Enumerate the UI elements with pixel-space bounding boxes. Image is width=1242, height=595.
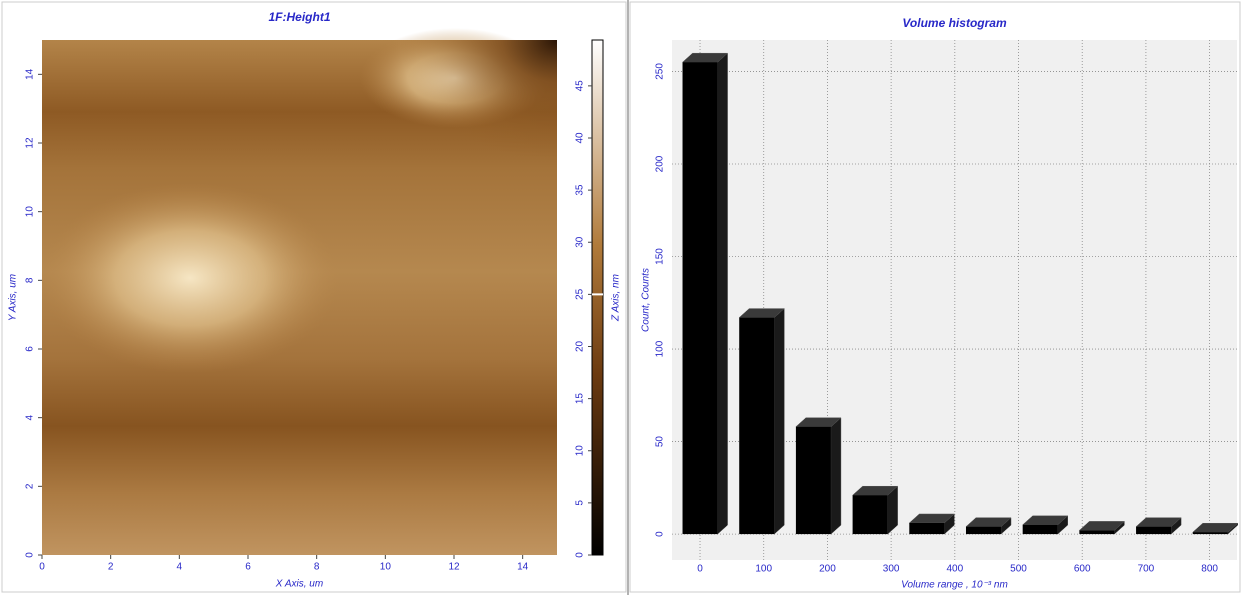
x-tick-label: 200: [819, 564, 836, 575]
y-axis-label: Y Axis, um: [8, 274, 19, 321]
x-tick-label: 0: [39, 562, 45, 573]
x-tick-label: 500: [1010, 564, 1027, 575]
bar: [1136, 526, 1172, 535]
x-tick-label: 700: [1138, 564, 1155, 575]
colorbar-tick-label: 0: [575, 552, 586, 558]
x-tick-label: 0: [697, 564, 703, 575]
y-tick-label: 200: [655, 155, 666, 172]
x-tick-label: 12: [448, 562, 460, 573]
y-tick-label: 8: [25, 277, 36, 283]
x-tick-label: 400: [946, 564, 963, 575]
colorbar-tick-label: 20: [575, 340, 586, 352]
chart-title: 1F:Height1: [268, 10, 330, 24]
y-tick-label: 150: [655, 248, 666, 265]
y-tick-label: 100: [655, 340, 666, 357]
x-tick-label: 800: [1201, 564, 1218, 575]
bar: [795, 426, 831, 535]
colorbar-tick-label: 10: [575, 445, 586, 457]
y-tick-label: 4: [25, 414, 36, 420]
colorbar-tick-label: 45: [575, 80, 586, 92]
colorbar-label: Z Axis, nm: [611, 274, 622, 322]
chart-title: Volume histogram: [902, 16, 1007, 30]
bar: [739, 317, 775, 535]
bar-side: [773, 308, 785, 535]
colorbar-tick-label: 30: [575, 236, 586, 248]
y-tick-label: 250: [655, 63, 666, 80]
colorbar: [591, 39, 604, 556]
x-tick-label: 10: [380, 562, 392, 573]
y-tick-label: 2: [25, 483, 36, 489]
y-axis-label: Count, Counts: [641, 268, 652, 332]
x-axis-label: Volume range , 10⁻³ nm: [901, 580, 1008, 591]
colorbar-tick-label: 40: [575, 132, 586, 144]
colorbar-tick-label: 15: [575, 393, 586, 405]
x-axis-label: X Axis, um: [275, 579, 323, 590]
y-tick-label: 0: [655, 531, 666, 537]
x-tick-label: 6: [245, 562, 251, 573]
bar: [965, 526, 1001, 535]
y-tick-label: 0: [25, 552, 36, 558]
x-tick-label: 2: [108, 562, 114, 573]
x-tick-label: 300: [883, 564, 900, 575]
x-tick-label: 14: [517, 562, 529, 573]
y-tick-label: 14: [25, 68, 36, 80]
bar: [909, 522, 945, 535]
x-tick-label: 4: [177, 562, 183, 573]
y-tick-label: 50: [655, 436, 666, 448]
y-tick-label: 10: [25, 206, 36, 218]
bar: [1022, 524, 1058, 535]
bar-side: [717, 52, 728, 535]
x-tick-label: 600: [1074, 564, 1091, 575]
colorbar-tick-label: 25: [575, 288, 586, 300]
x-tick-label: 100: [755, 564, 772, 575]
x-tick-label: 8: [314, 562, 320, 573]
y-tick-label: 6: [25, 346, 36, 352]
bar: [1192, 532, 1228, 535]
y-tick-label: 12: [25, 137, 36, 149]
colorbar-tick-label: 5: [575, 500, 586, 506]
colorbar-tick-label: 35: [575, 184, 586, 196]
bar: [1079, 530, 1115, 535]
bar: [682, 62, 718, 535]
height-image: [40, 28, 557, 555]
bar-side: [830, 417, 842, 535]
bar: [852, 495, 888, 535]
